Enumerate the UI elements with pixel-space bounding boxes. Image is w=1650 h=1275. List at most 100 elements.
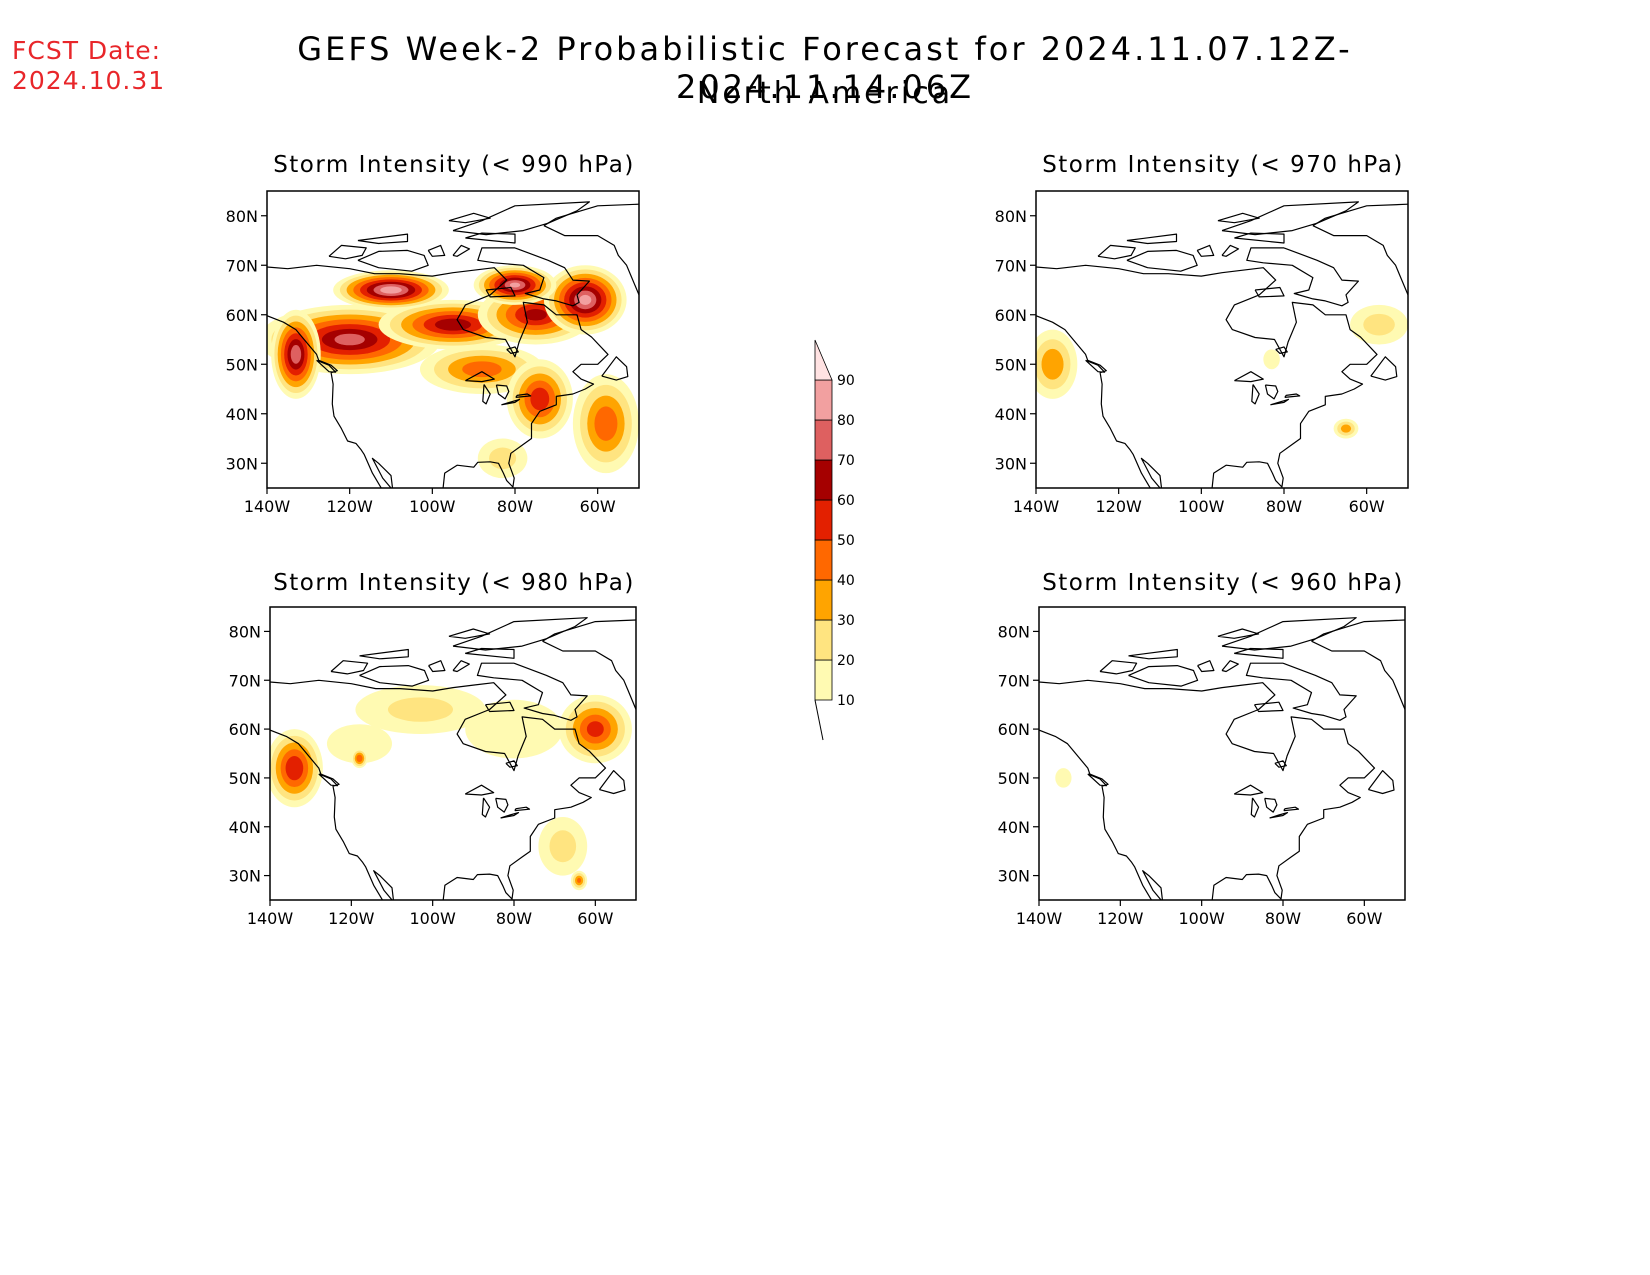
colorbar-label: 50 [837,533,855,549]
lon-tick-label: 140W [244,497,291,516]
probability-area-980-4 [465,699,563,759]
lat-tick-label: 40N [226,405,258,424]
colorbar-label: 40 [837,573,855,589]
probability-area-970-1 [1036,329,1078,399]
forecast-date-value: 2024.10.31 [12,66,166,95]
colorbar-segment [814,419,833,461]
lon-tick-label: 120W [1097,909,1144,928]
probability-area-990-7 [271,309,321,399]
panel-title-960: Storm Intensity (< 960 hPa) [1042,570,1404,596]
lat-tick-label: 80N [226,207,258,226]
lat-tick-label: 40N [995,405,1027,424]
lon-tick-label: 80W [496,909,532,928]
map-panel-980: Storm Intensity (< 980 hPa) 140W 120W 100W… [229,570,637,928]
figure-subtitle: North America [696,76,954,111]
probability-area-980-2 [558,694,632,764]
forecast-date-label: FCST Date: [12,36,162,65]
lon-tick-label: 80W [497,497,533,516]
coastlines-980 [270,617,636,900]
probability-area-980-7 [570,870,588,891]
lon-tick-label: 100W [1178,497,1225,516]
lat-tick-label: 50N [998,769,1030,788]
probability-area-990-4 [543,265,627,335]
colorbar-segment [814,539,833,581]
probability-area-970-3 [1333,418,1359,439]
lon-tick-label: 60W [1346,909,1382,928]
colorbar: 10 20 30 40 50 60 70 80 90 [814,339,855,741]
colorbar-label: 30 [837,613,855,629]
colorbar-segment [814,379,833,421]
colorbar-segment [814,619,833,661]
probability-area-980-8 [351,748,368,769]
map-frame-960 [1038,606,1406,901]
coastlines-990 [267,201,639,488]
map-frame-970 [1035,190,1409,489]
lat-tick-label: 30N [995,454,1027,473]
lon-tick-label: 100W [409,497,456,516]
colorbar-segment [814,459,833,501]
lon-tick-label: 100W [409,909,456,928]
probability-area-990-6 [473,265,557,305]
lon-tick-label: 140W [1016,909,1063,928]
map-panel-990: Storm Intensity (< 990 hPa) 140W 120W 100W… [226,152,640,516]
lat-tick-label: 50N [226,355,258,374]
lat-tick-label: 50N [995,355,1027,374]
lon-tick-label: 60W [577,909,613,928]
lat-tick-label: 60N [226,306,258,325]
colorbar-label: 20 [837,653,855,669]
lon-tick-label: 140W [1013,497,1060,516]
lat-tick-label: 40N [998,818,1030,837]
lon-tick-label: 60W [1349,497,1385,516]
coastlines-960 [1039,617,1405,900]
map-panel-960: Storm Intensity (< 960 hPa) 140W 120W 100W… [998,570,1406,928]
lat-tick-label: 70N [995,256,1027,275]
panel-title-980: Storm Intensity (< 980 hPa) [273,570,635,596]
probability-area-960-1 [1055,768,1072,788]
panel-title-990: Storm Intensity (< 990 hPa) [273,152,635,178]
panel-title-970: Storm Intensity (< 970 hPa) [1042,152,1404,178]
lat-tick-label: 30N [998,867,1030,886]
probability-area-980-1 [270,729,323,808]
colorbar-label: 60 [837,493,855,509]
colorbar-segment [814,499,833,541]
colorbar-arrow [814,699,824,741]
lon-tick-label: 120W [328,909,375,928]
lon-tick-label: 120W [1095,497,1142,516]
map-frame-980 [269,606,637,901]
lon-tick-label: 80W [1266,497,1302,516]
lon-tick-label: 140W [247,909,294,928]
lat-tick-label: 70N [226,256,258,275]
lat-tick-label: 80N [229,622,261,641]
lat-tick-label: 30N [229,867,261,886]
colorbar-label: 90 [837,373,855,389]
probability-area-980-5 [326,724,392,764]
map-frame-990 [266,190,640,489]
probability-area-980-3 [355,685,486,734]
lat-tick-label: 70N [229,671,261,690]
lon-tick-label: 80W [1265,909,1301,928]
probability-area-970-2 [1350,304,1408,345]
probability-area-990-9 [506,359,573,439]
coastlines-970 [1036,201,1408,488]
probability-area-990-11 [477,438,528,479]
colorbar-segment [814,339,833,381]
probability-area-980-6 [538,816,588,876]
probability-area-990-5 [333,270,449,310]
lat-tick-label: 40N [229,818,261,837]
lat-tick-label: 80N [998,622,1030,641]
probability-shading-960 [1055,768,1072,788]
figure-title: GEFS Week-2 Probabilistic Forecast for 2… [297,30,1353,106]
lon-tick-label: 60W [580,497,616,516]
probability-shading-970 [1036,304,1408,439]
colorbar-label: 80 [837,413,855,429]
lat-tick-label: 70N [998,671,1030,690]
map-panel-970: Storm Intensity (< 970 hPa) 140W 120W 100W… [995,152,1409,516]
probability-area-990-10 [572,374,639,474]
colorbar-label: 10 [837,693,855,709]
colorbar-segment [814,659,833,701]
probability-area-970-4 [1263,349,1280,370]
probability-shading-990 [267,265,639,479]
forecast-date-block: FCST Date: 2024.10.31 [12,36,165,96]
lat-tick-label: 60N [229,720,261,739]
